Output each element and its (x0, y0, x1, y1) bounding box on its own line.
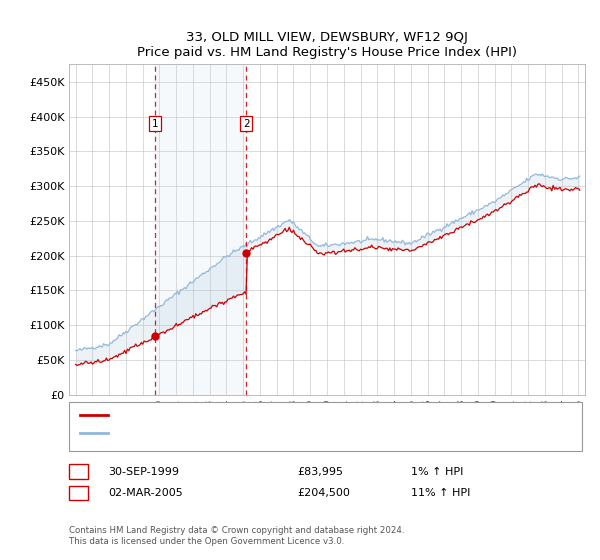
Text: Contains HM Land Registry data © Crown copyright and database right 2024.: Contains HM Land Registry data © Crown c… (69, 526, 404, 535)
Text: HPI: Average price, detached house, Kirklees: HPI: Average price, detached house, Kirk… (115, 428, 339, 438)
Text: 1: 1 (75, 466, 82, 477)
Title: 33, OLD MILL VIEW, DEWSBURY, WF12 9QJ
Price paid vs. HM Land Registry's House Pr: 33, OLD MILL VIEW, DEWSBURY, WF12 9QJ Pr… (137, 31, 517, 59)
Text: £83,995: £83,995 (297, 466, 343, 477)
Text: 02-MAR-2005: 02-MAR-2005 (108, 488, 183, 498)
Text: 1% ↑ HPI: 1% ↑ HPI (411, 466, 463, 477)
Text: 30-SEP-1999: 30-SEP-1999 (108, 466, 179, 477)
Text: This data is licensed under the Open Government Licence v3.0.: This data is licensed under the Open Gov… (69, 538, 344, 547)
Text: £204,500: £204,500 (297, 488, 350, 498)
Text: 1: 1 (152, 119, 158, 129)
Text: 2: 2 (243, 119, 250, 129)
Text: 2: 2 (75, 488, 82, 498)
Text: 33, OLD MILL VIEW, DEWSBURY, WF12 9QJ (detached house): 33, OLD MILL VIEW, DEWSBURY, WF12 9QJ (d… (115, 410, 418, 420)
Text: 11% ↑ HPI: 11% ↑ HPI (411, 488, 470, 498)
Bar (155, 64, 246, 395)
